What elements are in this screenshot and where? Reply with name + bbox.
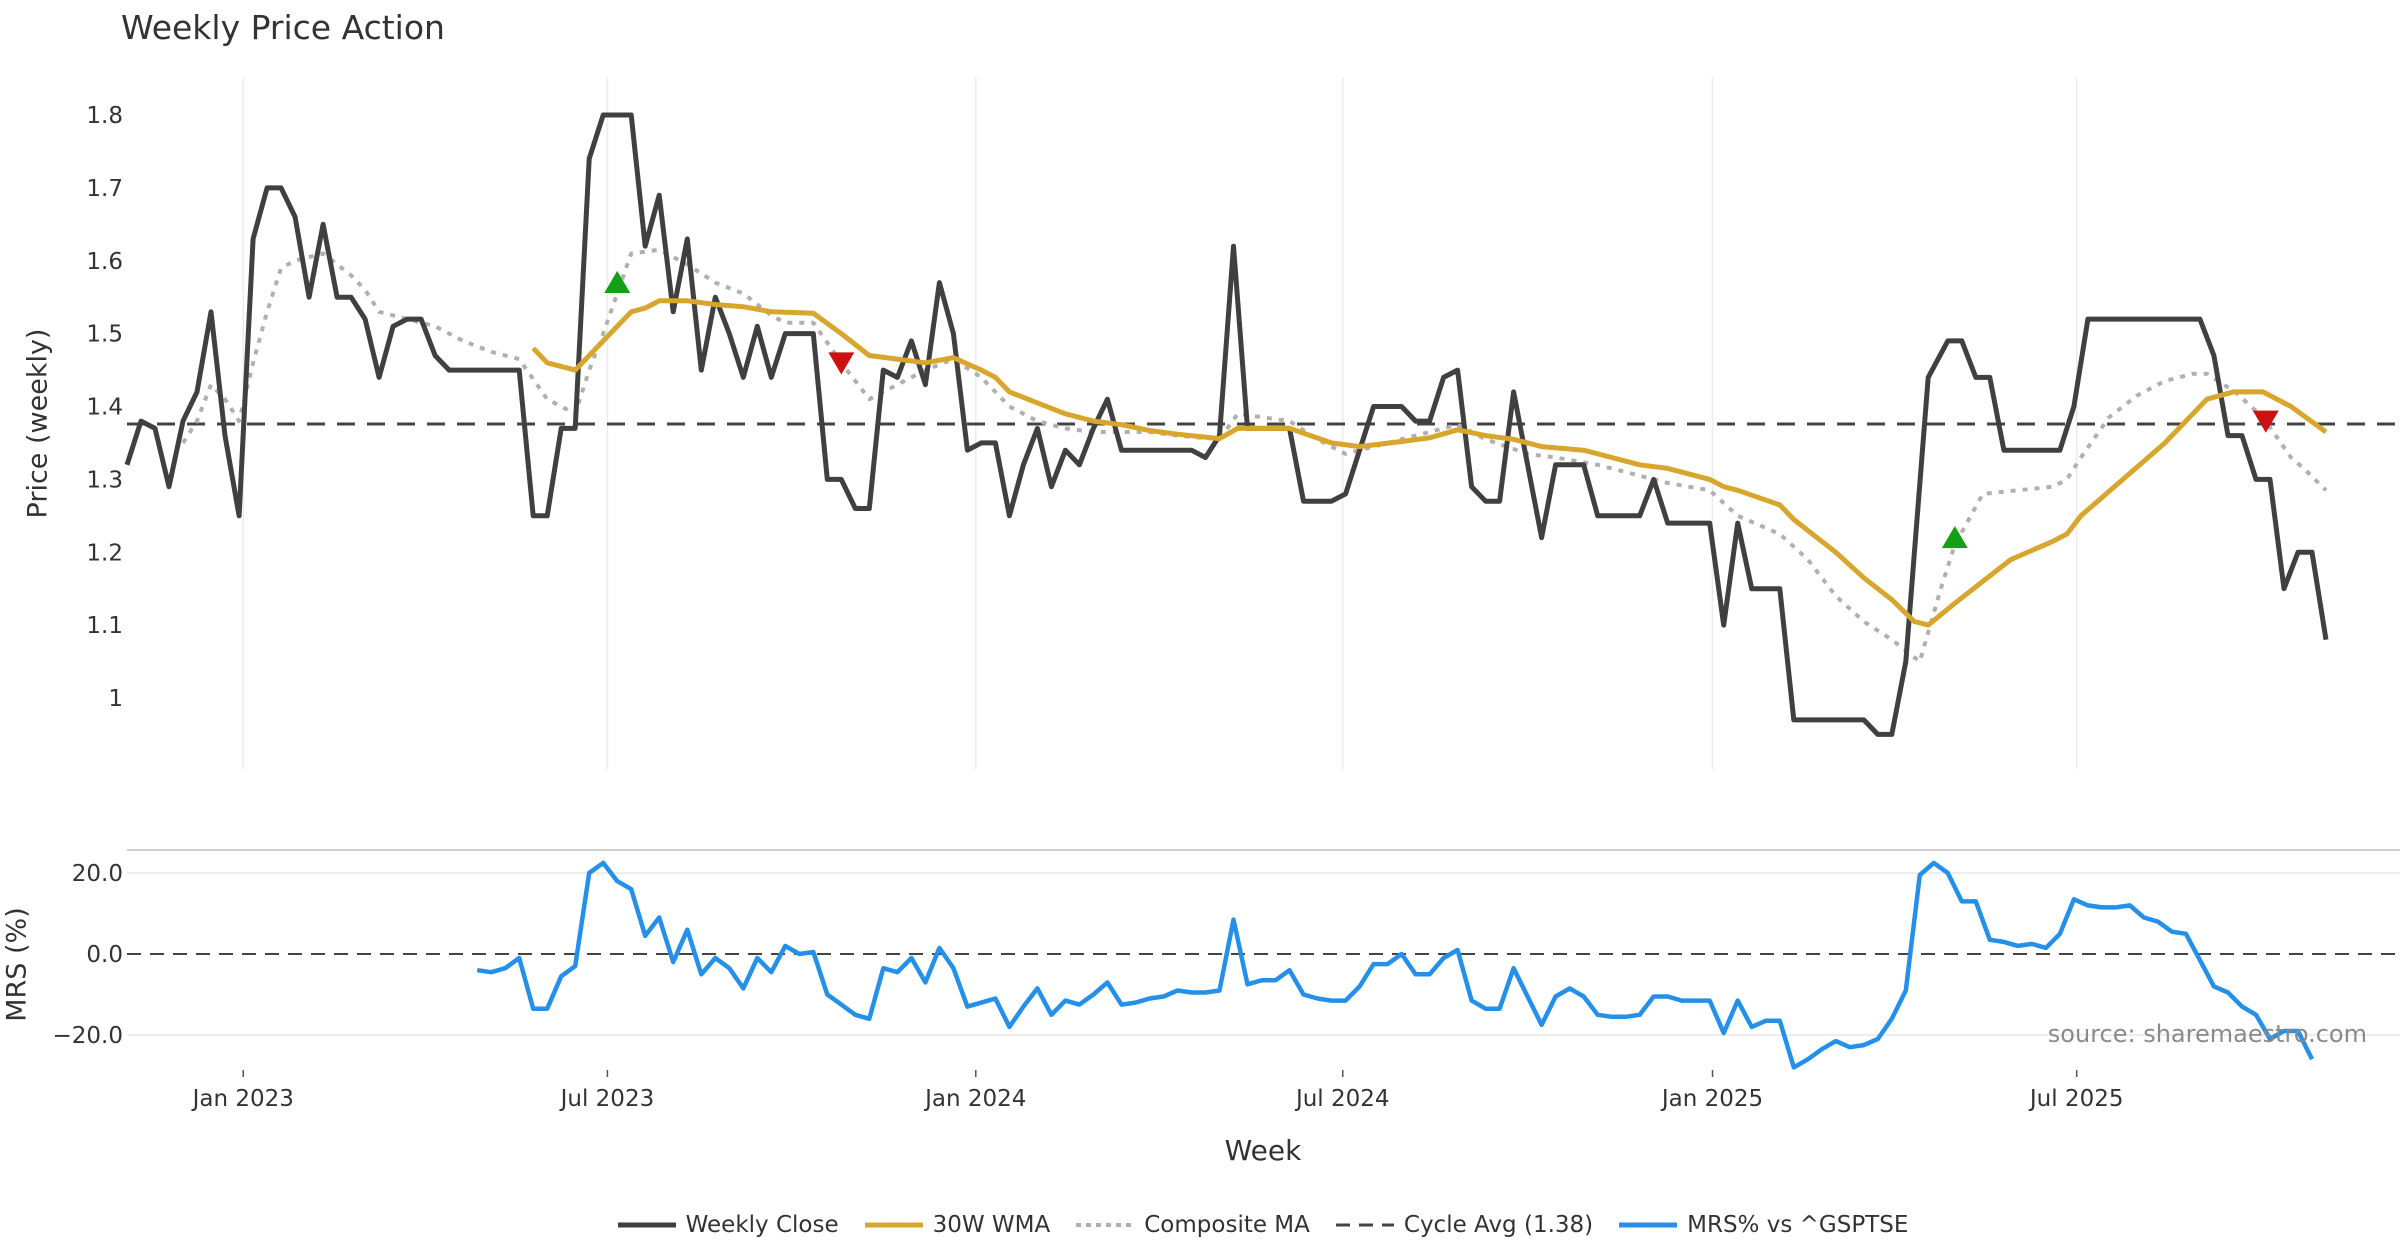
legend-composite-ma: Composite MA xyxy=(1076,1212,1310,1238)
price-y-tick-label: 1.5 xyxy=(86,322,123,348)
legend-cycle-avg: Cycle Avg (1.38) xyxy=(1335,1212,1593,1238)
legend-solid-dark-line-icon xyxy=(617,1222,676,1228)
series-weekly-close xyxy=(124,112,2329,737)
price-y-tick-label: 1.3 xyxy=(86,467,123,493)
legend-dashed-line-icon xyxy=(1335,1223,1394,1227)
series-30w-wma xyxy=(531,298,2328,628)
legend-30w-wma: 30W WMA xyxy=(864,1212,1050,1238)
mrs-y-axis-label: MRS (%) xyxy=(1,907,33,1022)
x-tick-label: Jan 2023 xyxy=(191,1086,294,1112)
buy-signal-triangle-up-icon xyxy=(1941,525,1968,549)
price-y-tick-label: 1 xyxy=(108,686,123,712)
price-y-tick-label: 1.6 xyxy=(86,249,123,275)
x-tick-label: Jul 2023 xyxy=(559,1086,655,1112)
series-mrs-vs-gsptse xyxy=(476,860,2315,1070)
series-composite-ma xyxy=(181,247,2328,664)
x-axis-label: Week xyxy=(1224,1134,1302,1167)
mrs-y-tick-label: −20.0 xyxy=(53,1023,123,1049)
x-tick-label: Jul 2024 xyxy=(1294,1086,1390,1112)
x-tick-label: Jan 2025 xyxy=(1660,1086,1763,1112)
x-tick-label: Jul 2025 xyxy=(2028,1086,2124,1112)
price-y-tick-label: 1.2 xyxy=(86,540,123,566)
sell-signal-triangle-down-icon xyxy=(2252,410,2279,433)
price-y-tick-label: 1.4 xyxy=(86,395,123,421)
chart-title: Weekly Price Action xyxy=(121,8,445,47)
source-note: source: sharemaestro.com xyxy=(2047,1020,2367,1048)
legend-mrs: MRS% vs ^GSPTSE xyxy=(1619,1212,1908,1238)
price-y-tick-label: 1.1 xyxy=(86,613,123,639)
mrs-y-tick-label: 20.0 xyxy=(72,861,123,887)
x-tick-label: Jan 2024 xyxy=(923,1086,1026,1112)
legend-gold-line-icon xyxy=(864,1222,923,1228)
price-y-tick-label: 1.7 xyxy=(86,176,123,202)
price-y-tick-label: 1.8 xyxy=(86,103,123,129)
legend-dotted-line-icon xyxy=(1076,1223,1135,1227)
price-y-axis-label: Price (weekly) xyxy=(22,328,54,519)
buy-signal-triangle-up-icon xyxy=(604,270,631,294)
sell-signal-triangle-down-icon xyxy=(828,352,855,375)
legend-blue-line-icon xyxy=(1619,1222,1678,1228)
legend: Weekly Close 30W WMA Composite MA Cycle … xyxy=(0,1212,2400,1238)
legend-weekly-close: Weekly Close xyxy=(617,1212,839,1238)
mrs-y-tick-label: 0.0 xyxy=(86,942,123,968)
